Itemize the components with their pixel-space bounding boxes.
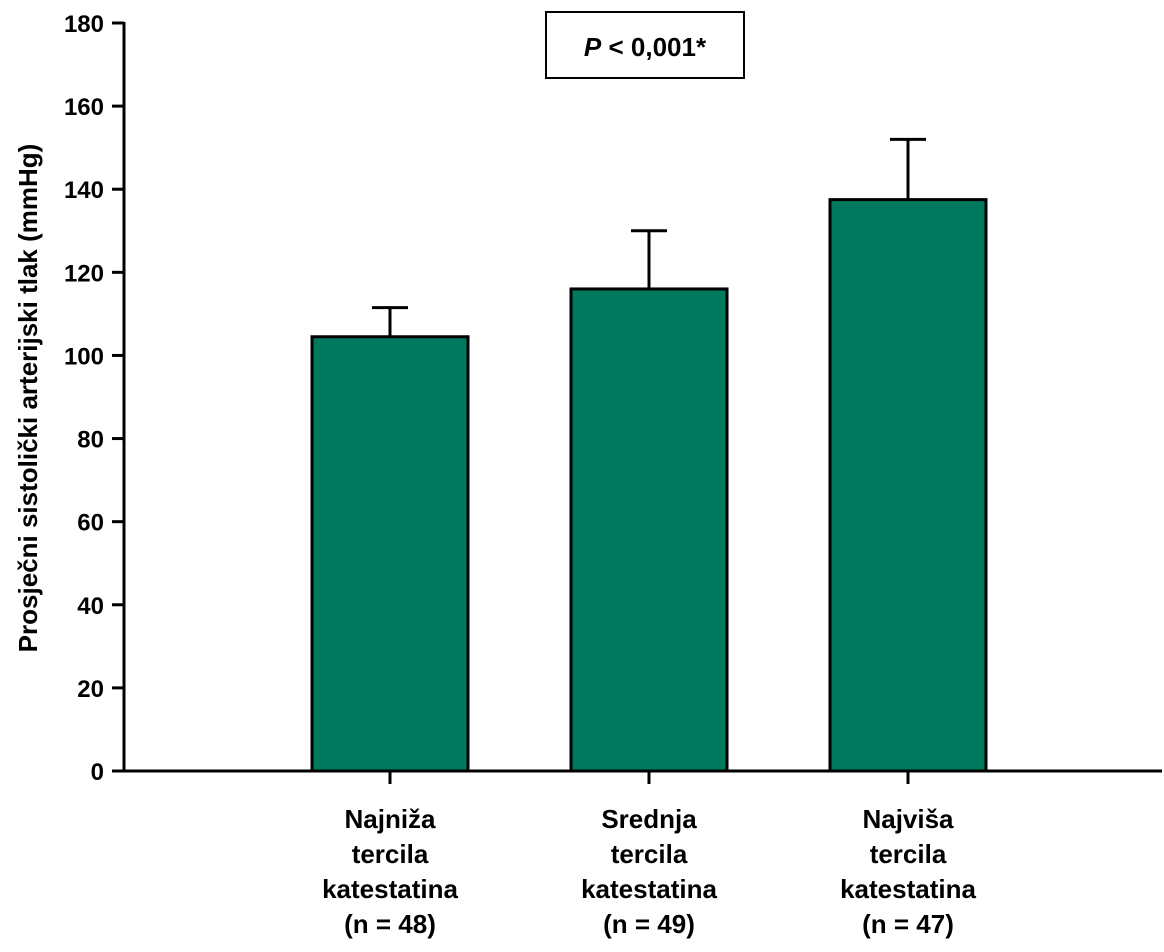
pvalue-box <box>545 11 745 79</box>
bars-layer <box>310 198 988 773</box>
x-tick-label-line: katestatina <box>840 874 976 904</box>
x-tick-label-line: (n = 48) <box>344 909 436 939</box>
y-tick-label: 180 <box>64 11 104 38</box>
y-tick-label: 140 <box>64 177 104 204</box>
x-tick-label: Najniža tercila katestatina (n = 48) <box>322 804 458 939</box>
annotation-layer: P < 0,001* <box>545 11 745 79</box>
axes-layer: 0 20 40 60 80 100 120 140 160 180 <box>64 11 1162 786</box>
pvalue-p-label: P <box>584 32 602 62</box>
labels-layer: Najniža tercila katestatina (n = 48) Srednja… <box>322 804 976 939</box>
x-tick-label-line: katestatina <box>581 874 717 904</box>
x-tick-label-line: Najviša <box>862 804 954 834</box>
x-tick-label: Najviša tercila katestatina (n = 47) <box>840 804 976 939</box>
x-tick-label-line: tercila <box>611 839 688 869</box>
x-tick-label-line: tercila <box>352 839 429 869</box>
bar <box>310 335 470 773</box>
y-tick-label: 40 <box>77 593 104 620</box>
y-tick-label: 60 <box>77 510 104 537</box>
y-tick-label: 100 <box>64 343 104 370</box>
errorbars-layer <box>372 137 926 337</box>
pvalue-rest: < 0,001* <box>601 32 707 62</box>
x-tick-label-line: Srednja <box>601 804 697 834</box>
x-tick-label-line: (n = 47) <box>862 909 954 939</box>
bar <box>828 198 988 773</box>
y-tick-label: 20 <box>77 676 104 703</box>
y-tick-label: 160 <box>64 94 104 121</box>
x-tick-label-line: katestatina <box>322 874 458 904</box>
y-axis-label: Prosječni sistolički arterijski tlak (mm… <box>13 144 43 653</box>
y-tick-label: 120 <box>64 260 104 287</box>
x-tick-label-line: tercila <box>870 839 947 869</box>
y-tick-label: 0 <box>91 759 104 786</box>
x-tick-label-line: (n = 49) <box>603 909 695 939</box>
x-tick-label-line: Najniža <box>344 804 436 834</box>
pvalue-annotation: P < 0,001* <box>584 32 707 62</box>
bar <box>569 287 729 773</box>
y-tick-label: 80 <box>77 427 104 454</box>
x-tick-label: Srednja tercila katestatina (n = 49) <box>581 804 717 939</box>
